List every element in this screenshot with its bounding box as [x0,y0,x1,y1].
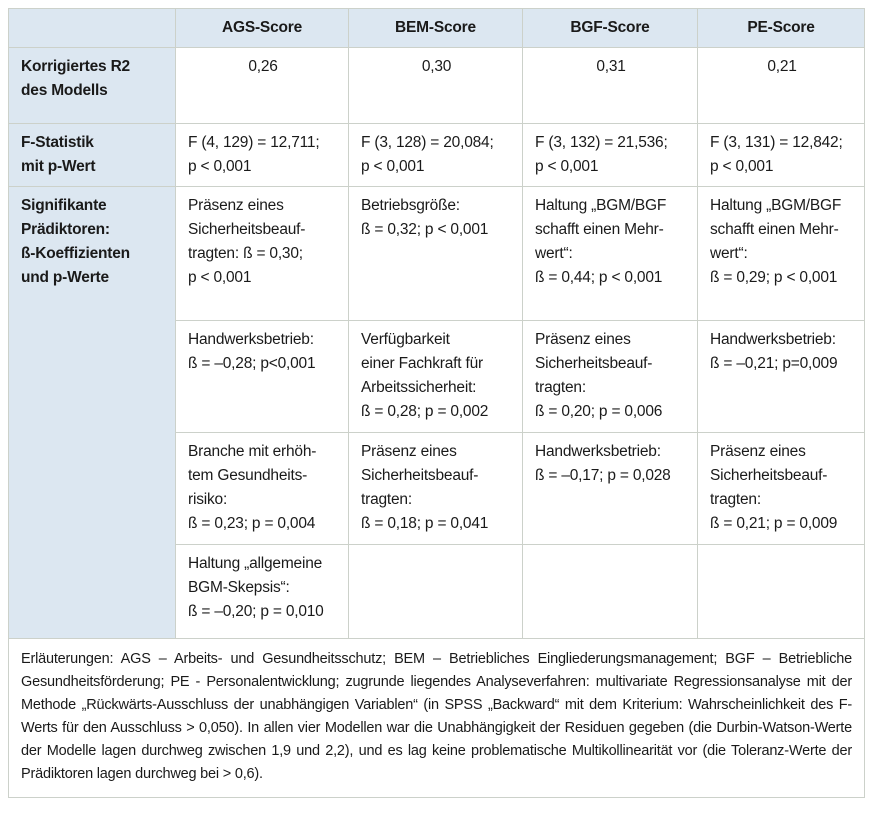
header-cell-bem-score: BEM-Score [348,7,523,49]
table-body: Korrigiertes R2 des Modells 0,26 0,30 0,… [8,47,865,799]
table-row-predictors-3: Branche mit erhöh- tem Gesundheits- risi… [9,432,865,546]
row-label-f-statistic: F-Statistik mit p-Wert [8,123,176,188]
footnote-text: Erläuterungen: AGS – Arbeits- und Gesund… [8,638,865,799]
cell-predictor2-bgf: Präsenz eines Sicherheitsbeauf- tragten:… [522,320,698,434]
table-row-predictors-2: Handwerksbetrieb: ß = –0,28; p<0,001 Ver… [9,320,865,434]
table-row-footnote: Erläuterungen: AGS – Arbeits- und Gesund… [8,638,865,799]
cell-r2-bgf: 0,31 [522,47,698,125]
cell-fstat-ags: F (4, 129) = 12,711; p < 0,001 [175,123,349,188]
cell-r2-ags: 0,26 [175,47,349,125]
header-cell-ags-score: AGS-Score [175,7,349,49]
table-row-corrected-r2: Korrigiertes R2 des Modells 0,26 0,30 0,… [8,47,865,125]
regression-results-table: AGS-Score BEM-Score BGF-Score PE-Score K… [8,7,865,799]
cell-predictor1-pe: Haltung „BGM/BGF schafft einen Mehr- wer… [697,186,865,322]
cell-predictor2-bem: Verfügbarkeit einer Fachkraft für Arbeit… [348,320,523,434]
header-cell-pe-score: PE-Score [697,7,865,49]
cell-fstat-bem: F (3, 128) = 20,084; p < 0,001 [348,123,523,188]
row-label-significant-predictors: Signifikante Prädiktoren: ß-Koeffiziente… [8,186,176,640]
table-header: AGS-Score BEM-Score BGF-Score PE-Score [8,7,865,49]
cell-predictor2-ags: Handwerksbetrieb: ß = –0,28; p<0,001 [175,320,349,434]
cell-predictor3-pe: Präsenz eines Sicherheitsbeauf- tragten:… [697,432,865,546]
cell-predictor4-bem [348,544,523,640]
header-row: AGS-Score BEM-Score BGF-Score PE-Score [8,7,865,49]
cell-predictor3-bem: Präsenz eines Sicherheitsbeauf- tragten:… [348,432,523,546]
cell-predictor3-ags: Branche mit erhöh- tem Gesundheits- risi… [175,432,349,546]
cell-predictor1-bgf: Haltung „BGM/BGF schafft einen Mehr- wer… [522,186,698,322]
cell-fstat-bgf: F (3, 132) = 21,536; p < 0,001 [522,123,698,188]
cell-predictor4-bgf [522,544,698,640]
table-row-predictors-1: Signifikante Prädiktoren: ß-Koeffiziente… [8,186,865,640]
cell-r2-pe: 0,21 [697,47,865,125]
cell-r2-bem: 0,30 [348,47,523,125]
table-row-predictors-4: Haltung „allgemeine BGM-Skepsis“: ß = –0… [9,544,865,640]
cell-predictor4-ags: Haltung „allgemeine BGM-Skepsis“: ß = –0… [175,544,349,640]
cell-fstat-pe: F (3, 131) = 12,842; p < 0,001 [697,123,865,188]
cell-predictor4-pe [697,544,865,640]
header-cell-empty [8,7,176,49]
cell-predictor3-bgf: Handwerksbetrieb: ß = –0,17; p = 0,028 [522,432,698,546]
header-cell-bgf-score: BGF-Score [522,7,698,49]
table-row-f-statistic: F-Statistik mit p-Wert F (4, 129) = 12,7… [8,123,865,188]
cell-predictor1-ags: Präsenz eines Sicherheitsbeauf- tragten:… [175,186,349,322]
cell-predictor1-bem: Betriebsgröße: ß = 0,32; p < 0,001 [348,186,523,322]
row-label-corrected-r2: Korrigiertes R2 des Modells [8,47,176,125]
cell-predictor2-pe: Handwerksbetrieb: ß = –0,21; p=0,009 [697,320,865,434]
